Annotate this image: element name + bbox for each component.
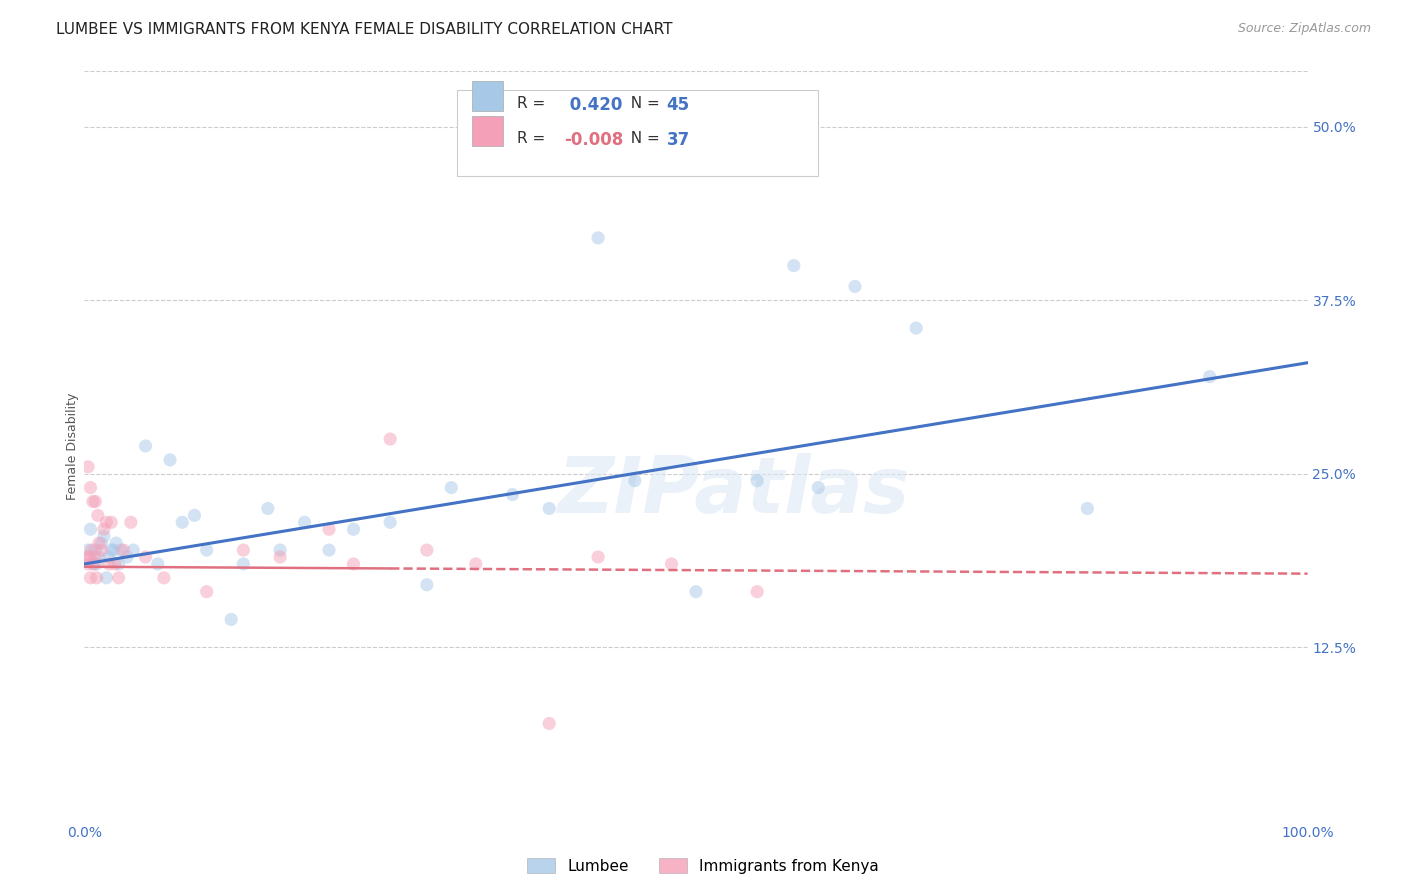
Y-axis label: Female Disability: Female Disability	[66, 392, 79, 500]
Point	[100, 543, 122, 558]
Point	[120, 516, 142, 530]
Point	[905, 321, 928, 335]
Point	[416, 578, 439, 592]
Point	[219, 612, 242, 626]
Text: N =: N =	[621, 96, 665, 112]
Point	[195, 543, 218, 558]
Point	[77, 459, 100, 474]
Point	[172, 516, 194, 530]
Text: Source: ZipAtlas.com: Source: ZipAtlas.com	[1237, 22, 1371, 36]
Point	[807, 481, 830, 495]
Point	[87, 536, 110, 550]
Point	[86, 557, 108, 571]
Point	[112, 543, 135, 558]
Point	[661, 557, 683, 571]
Point	[87, 549, 110, 564]
Point	[79, 481, 101, 495]
Point	[90, 543, 112, 558]
Point	[97, 557, 120, 571]
Text: -0.008: -0.008	[564, 131, 623, 149]
Point	[122, 543, 145, 558]
Point	[107, 557, 129, 571]
Text: R =: R =	[517, 131, 551, 146]
Point	[77, 543, 100, 558]
Point	[93, 529, 115, 543]
Point	[77, 549, 100, 564]
Point	[783, 259, 806, 273]
Point	[342, 557, 364, 571]
Point	[97, 549, 120, 564]
FancyBboxPatch shape	[472, 116, 503, 146]
Point	[100, 516, 122, 530]
Point	[80, 543, 103, 558]
Point	[416, 543, 439, 558]
Point	[82, 557, 104, 571]
Point	[183, 508, 205, 523]
Point	[440, 481, 463, 495]
Text: 0.420: 0.420	[564, 96, 623, 114]
Point	[747, 584, 769, 599]
Point	[86, 571, 108, 585]
Point	[103, 543, 125, 558]
Point	[87, 508, 110, 523]
Point	[104, 557, 127, 571]
Point	[502, 487, 524, 501]
Point	[105, 536, 128, 550]
Point	[464, 557, 486, 571]
FancyBboxPatch shape	[472, 81, 503, 112]
Point	[96, 516, 118, 530]
Text: 37: 37	[666, 131, 690, 149]
Point	[1198, 369, 1220, 384]
Point	[82, 494, 104, 508]
Point	[1076, 501, 1098, 516]
Text: R =: R =	[517, 96, 551, 112]
Point	[586, 231, 609, 245]
Point	[84, 494, 107, 508]
Point	[257, 501, 280, 516]
Point	[342, 522, 364, 536]
Legend: Lumbee, Immigrants from Kenya: Lumbee, Immigrants from Kenya	[522, 852, 884, 880]
Point	[844, 279, 866, 293]
Point	[586, 549, 609, 564]
Point	[380, 516, 402, 530]
Point	[115, 549, 138, 564]
Point	[538, 716, 561, 731]
Text: ZIPatlas: ZIPatlas	[557, 453, 908, 529]
Point	[318, 543, 340, 558]
Point	[83, 557, 105, 571]
Point	[84, 543, 107, 558]
Point	[77, 557, 100, 571]
Point	[84, 549, 107, 564]
Point	[269, 543, 291, 558]
Point	[110, 543, 132, 558]
Point	[747, 474, 769, 488]
Point	[79, 571, 101, 585]
Point	[318, 522, 340, 536]
Point	[232, 557, 254, 571]
Point	[269, 549, 291, 564]
Point	[146, 557, 169, 571]
Point	[380, 432, 402, 446]
Text: N =: N =	[621, 131, 665, 146]
Point	[107, 571, 129, 585]
Point	[538, 501, 561, 516]
Point	[96, 571, 118, 585]
Point	[294, 516, 316, 530]
Point	[159, 453, 181, 467]
Point	[90, 536, 112, 550]
Point	[195, 584, 218, 599]
Text: 45: 45	[666, 96, 690, 114]
Point	[232, 543, 254, 558]
Point	[79, 522, 101, 536]
Point	[135, 549, 157, 564]
Point	[685, 584, 707, 599]
Text: LUMBEE VS IMMIGRANTS FROM KENYA FEMALE DISABILITY CORRELATION CHART: LUMBEE VS IMMIGRANTS FROM KENYA FEMALE D…	[56, 22, 672, 37]
Point	[76, 549, 98, 564]
Point	[624, 474, 647, 488]
Point	[153, 571, 176, 585]
Point	[135, 439, 157, 453]
FancyBboxPatch shape	[457, 90, 818, 177]
Point	[93, 522, 115, 536]
